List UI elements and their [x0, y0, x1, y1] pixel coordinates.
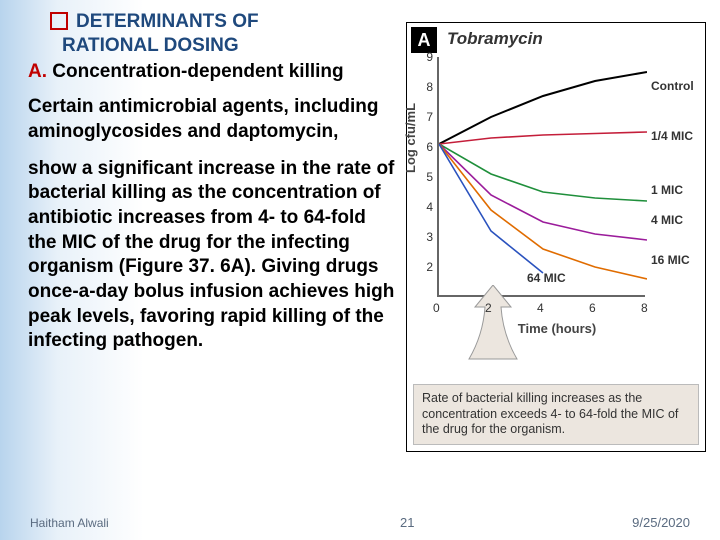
figure-title: Tobramycin — [447, 29, 543, 49]
y-axis-label: Log cfu/mL — [403, 103, 418, 173]
legend-label: 1 MIC — [651, 183, 683, 197]
xtick: 8 — [641, 301, 648, 315]
xtick: 0 — [433, 301, 440, 315]
series-1-mic — [439, 144, 647, 201]
ytick: 8 — [419, 80, 433, 94]
legend-label: 4 MIC — [651, 213, 683, 227]
heading-text-1: DETERMINANTS OF — [76, 10, 259, 34]
ytick: 7 — [419, 110, 433, 124]
page-number: 21 — [400, 515, 414, 530]
chart-svg — [439, 57, 647, 297]
ytick: 6 — [419, 140, 433, 154]
paragraph-2: show a significant increase in the rate … — [28, 157, 396, 355]
legend-label: 64 MIC — [527, 271, 566, 285]
ytick: 9 — [419, 50, 433, 64]
legend-label: Control — [651, 79, 694, 93]
ytick: 2 — [419, 260, 433, 274]
figure: A Tobramycin Log cfu/mL Time (hours) Con… — [406, 22, 706, 452]
xtick: 6 — [589, 301, 596, 315]
callout-arrow-icon — [463, 285, 523, 361]
slide: DETERMINANTS OF RATIONAL DOSING A. Conce… — [0, 0, 720, 540]
heading-text-2: RATIONAL DOSING — [62, 34, 396, 58]
heading-line-1: DETERMINANTS OF — [50, 10, 396, 34]
x-axis-label: Time (hours) — [407, 321, 707, 336]
left-column: DETERMINANTS OF RATIONAL DOSING A. Conce… — [28, 10, 406, 540]
legend-label: 1/4 MIC — [651, 129, 693, 143]
subtitle-letter: A. — [28, 61, 47, 82]
subtitle: A. Concentration-dependent killing — [28, 60, 396, 84]
right-column: A Tobramycin Log cfu/mL Time (hours) Con… — [406, 10, 708, 540]
ytick: 5 — [419, 170, 433, 184]
legend-label: 16 MIC — [651, 253, 690, 267]
series-1/4-mic — [439, 132, 647, 144]
subtitle-rest: Concentration-dependent killing — [47, 61, 344, 82]
figure-caption: Rate of bacterial killing increases as t… — [413, 384, 699, 445]
xtick: 4 — [537, 301, 544, 315]
series-16-mic — [439, 144, 647, 279]
paragraph-1: Certain antimicrobial agents, including … — [28, 95, 396, 144]
checkbox-icon — [50, 12, 68, 30]
ytick: 4 — [419, 200, 433, 214]
chart-area — [437, 57, 645, 297]
footer-date: 9/25/2020 — [632, 515, 690, 530]
xtick: 2 — [485, 301, 492, 315]
footer-author: Haitham Alwali — [30, 516, 109, 530]
ytick: 3 — [419, 230, 433, 244]
